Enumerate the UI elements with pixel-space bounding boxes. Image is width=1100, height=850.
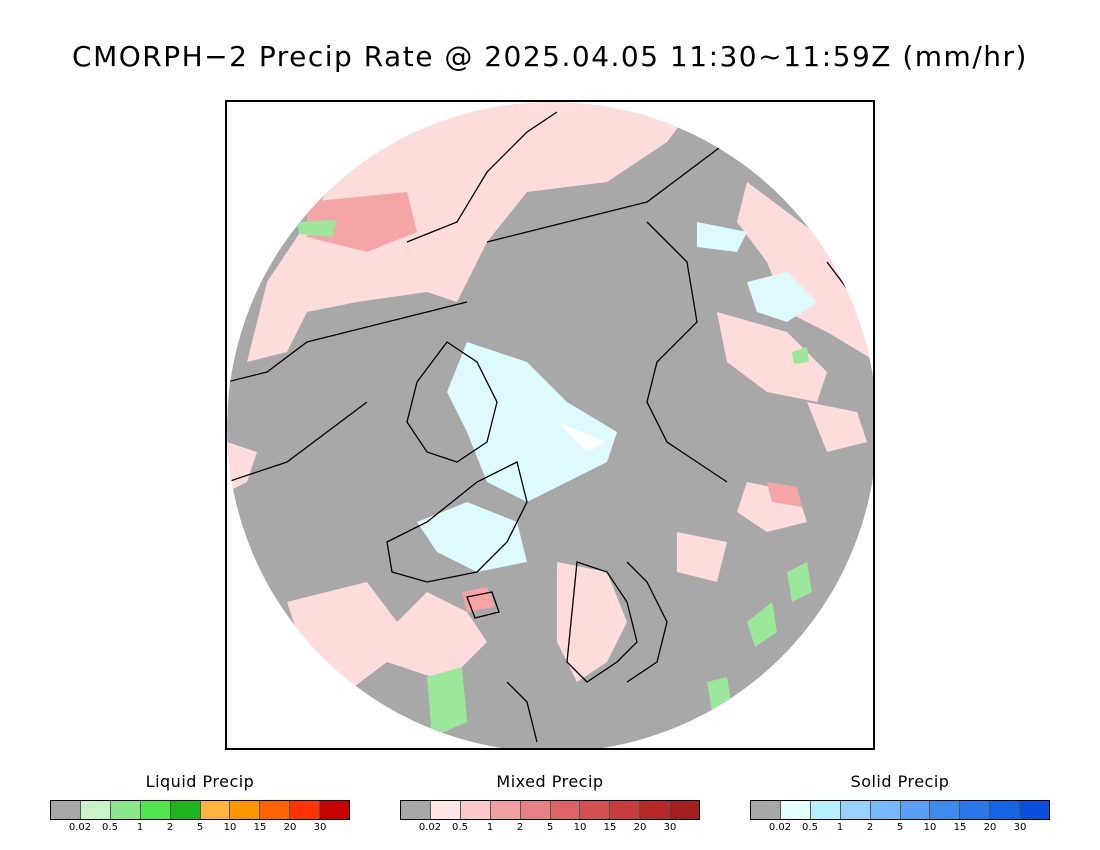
legend-swatch (260, 801, 291, 819)
legend-swatch (780, 801, 811, 819)
legend-tick-labels: 0.02 0.5 1 2 5 10 15 20 30 (50, 820, 350, 834)
legend-swatch (610, 801, 641, 819)
legend-swatch (170, 801, 201, 819)
legend-tick-label: 1 (486, 822, 494, 833)
legend-swatch (580, 801, 611, 819)
legend-tick-label: 5 (896, 822, 904, 833)
legend-tick-label: 30 (663, 822, 677, 833)
legend-tick-label: 5 (196, 822, 204, 833)
legend-color-bar (400, 800, 700, 820)
legend-swatch (751, 801, 781, 819)
legend-tick-label: 30 (1013, 822, 1027, 833)
legend-tick-label: 2 (866, 822, 874, 833)
legend-swatch (840, 801, 871, 819)
legend-color-bar (750, 800, 1050, 820)
legend-swatch (1020, 801, 1050, 819)
legend-tick-label: 0.5 (102, 822, 118, 833)
legend-tick-label: 5 (546, 822, 554, 833)
legend-swatch (930, 801, 961, 819)
legend-liquid-precip: Liquid Precip 0.02 0.5 1 2 5 10 15 20 30 (50, 772, 350, 834)
legend-swatch (550, 801, 581, 819)
legend-tick-label: 10 (923, 822, 937, 833)
legend-tick-label: 2 (516, 822, 524, 833)
legend-swatch (870, 801, 901, 819)
legend-title: Solid Precip (850, 772, 950, 791)
legend-swatch (80, 801, 111, 819)
legend-swatch (290, 801, 321, 819)
legend-mixed-precip: Mixed Precip 0.02 0.5 1 2 5 10 15 20 30 (400, 772, 700, 834)
legend-swatch (520, 801, 551, 819)
legend-swatch (490, 801, 521, 819)
legend-tick-label: 20 (283, 822, 297, 833)
legend-swatch (640, 801, 671, 819)
legend-tick-label: 1 (836, 822, 844, 833)
legend-swatch (990, 801, 1021, 819)
polar-precip-map (225, 100, 875, 750)
map-title: CMORPH−2 Precip Rate @ 2025.04.05 11:30~… (72, 40, 1028, 73)
legend-swatch (460, 801, 491, 819)
legend-swatch (320, 801, 350, 819)
legend-tick-label: 20 (983, 822, 997, 833)
white-area (557, 422, 607, 452)
legend-tick-label: 20 (633, 822, 647, 833)
liquid-precip-light-areas (297, 220, 812, 737)
legend-title: Mixed Precip (496, 772, 604, 791)
legend-swatch (900, 801, 931, 819)
solid-precip-light-areas (417, 222, 817, 572)
legend-tick-labels: 0.02 0.5 1 2 5 10 15 20 30 (750, 820, 1050, 834)
legend-tick-label: 30 (313, 822, 327, 833)
legend-tick-label: 15 (953, 822, 967, 833)
legend-tick-label: 2 (166, 822, 174, 833)
legend-tick-label: 0.02 (768, 822, 792, 833)
precip-map-canvas (227, 102, 873, 748)
legend-swatch (51, 801, 81, 819)
legend-tick-label: 0.02 (68, 822, 92, 833)
legend-tick-label: 10 (573, 822, 587, 833)
legend-swatch (200, 801, 231, 819)
legend-solid-precip: Solid Precip 0.02 0.5 1 2 5 10 15 20 30 (750, 772, 1050, 834)
legend-swatch (110, 801, 141, 819)
legend-tick-labels: 0.02 0.5 1 2 5 10 15 20 30 (400, 820, 700, 834)
legend-tick-label: 10 (223, 822, 237, 833)
legend-tick-label: 0.5 (452, 822, 468, 833)
legend-swatch (401, 801, 431, 819)
legend-tick-label: 1 (136, 822, 144, 833)
legend-title: Liquid Precip (145, 772, 255, 791)
legend-swatch (140, 801, 171, 819)
legend-tick-label: 15 (253, 822, 267, 833)
legend-swatch (670, 801, 700, 819)
legend-swatch (430, 801, 461, 819)
legend-tick-label: 0.02 (418, 822, 442, 833)
mixed-precip-light-areas (227, 102, 873, 692)
legend-tick-label: 15 (603, 822, 617, 833)
legend-swatch (960, 801, 991, 819)
legend-swatch (230, 801, 261, 819)
legend-swatch (810, 801, 841, 819)
legend-tick-label: 0.5 (802, 822, 818, 833)
legend-color-bar (50, 800, 350, 820)
